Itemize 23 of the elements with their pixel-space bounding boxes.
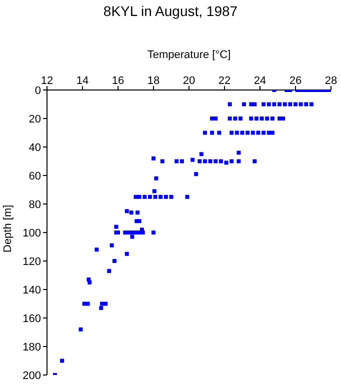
y-tick-label: 160 — [22, 312, 41, 325]
y-tick-label: 20 — [28, 113, 41, 126]
x-tick-label: 28 — [324, 75, 338, 87]
y-tick-label: 200 — [22, 370, 41, 382]
y-tick-label: 120 — [22, 256, 41, 268]
x-tick-label: 16 — [112, 75, 124, 87]
x-tick-label: 26 — [289, 75, 302, 87]
y-tick-label: 140 — [22, 284, 41, 296]
x-tick-label: 22 — [218, 75, 231, 87]
chart-title: 8KYL in August, 1987 — [102, 3, 239, 19]
x-axis-title: Temperature [°C] — [147, 48, 231, 61]
x-tick-label: 14 — [76, 75, 89, 87]
y-tick-label: 0 — [34, 84, 41, 97]
x-tick-label: 12 — [40, 75, 54, 87]
y-tick-label: 180 — [22, 341, 41, 354]
x-tick-label: 18 — [147, 75, 160, 87]
y-tick-label: 60 — [28, 170, 41, 182]
y-tick-label: 80 — [28, 198, 41, 211]
y-tick-label: 100 — [22, 227, 41, 240]
x-tick-label: 24 — [254, 75, 266, 87]
x-tick-label: 20 — [182, 75, 196, 87]
y-axis-title: Depth [m] — [2, 204, 14, 252]
y-tick-label: 40 — [28, 142, 41, 154]
